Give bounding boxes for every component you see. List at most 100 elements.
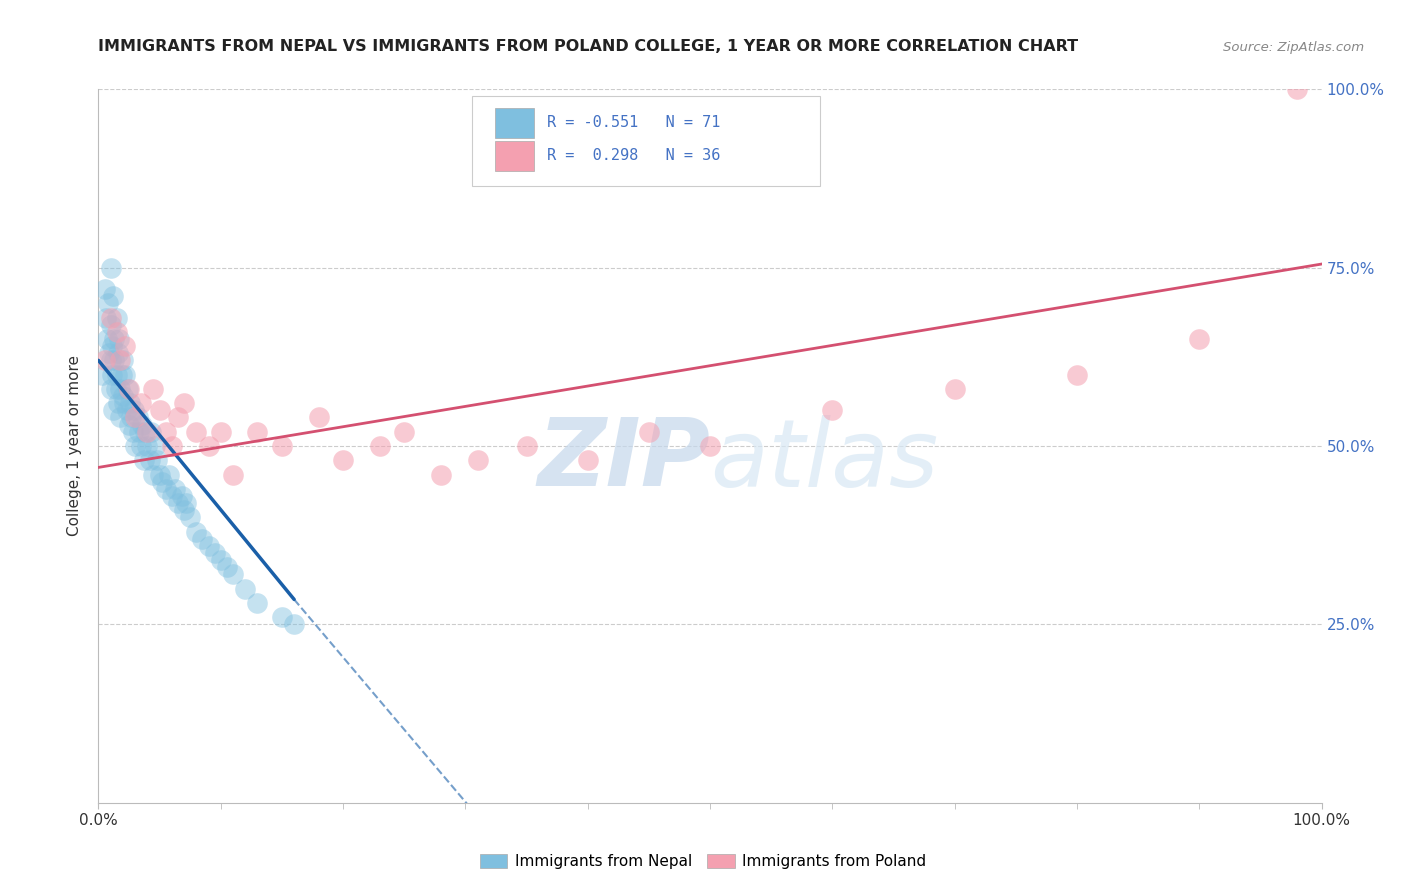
Point: [157, 467, 180, 482]
Point: [98, 346, 121, 360]
Point: [129, 439, 152, 453]
Point: [165, 482, 187, 496]
Point: [111, 353, 134, 368]
Text: R =  0.298   N = 36: R = 0.298 N = 36: [547, 148, 721, 163]
Point: [246, 596, 269, 610]
Point: [515, 439, 537, 453]
Point: [105, 310, 128, 325]
Point: [107, 396, 129, 410]
Point: [139, 453, 162, 467]
Point: [173, 503, 195, 517]
Point: [100, 310, 122, 325]
Point: [97, 296, 120, 310]
Point: [139, 425, 162, 439]
Point: [114, 368, 136, 382]
FancyBboxPatch shape: [495, 108, 534, 137]
Point: [246, 425, 269, 439]
Point: [332, 453, 354, 467]
Point: [179, 510, 201, 524]
Point: [699, 439, 721, 453]
Y-axis label: College, 1 year or more: College, 1 year or more: [67, 356, 83, 536]
Point: [117, 382, 139, 396]
Point: [209, 425, 232, 439]
Point: [120, 410, 142, 425]
Point: [110, 382, 132, 396]
Point: [155, 425, 177, 439]
Text: R = -0.551   N = 71: R = -0.551 N = 71: [547, 115, 721, 130]
FancyBboxPatch shape: [495, 141, 534, 170]
Point: [118, 417, 141, 432]
Point: [176, 496, 198, 510]
Point: [173, 396, 195, 410]
Point: [100, 318, 122, 332]
Text: Source: ZipAtlas.com: Source: ZipAtlas.com: [1223, 40, 1364, 54]
Point: [1066, 368, 1088, 382]
Point: [103, 353, 125, 368]
Point: [91, 368, 114, 382]
Point: [136, 439, 159, 453]
Point: [124, 410, 146, 425]
Point: [121, 425, 143, 439]
Point: [100, 382, 122, 396]
Point: [146, 453, 169, 467]
Point: [167, 410, 190, 425]
Point: [132, 453, 155, 467]
Point: [93, 282, 115, 296]
Point: [467, 453, 489, 467]
Point: [128, 425, 150, 439]
Point: [114, 339, 136, 353]
Point: [127, 410, 149, 425]
Point: [105, 368, 128, 382]
Point: [430, 467, 453, 482]
Point: [270, 610, 294, 624]
Point: [118, 382, 141, 396]
Point: [120, 396, 142, 410]
Point: [134, 425, 156, 439]
Point: [101, 403, 124, 417]
Point: [101, 289, 124, 303]
Point: [115, 403, 138, 417]
Point: [821, 403, 844, 417]
Point: [197, 539, 219, 553]
Point: [110, 410, 132, 425]
Legend: Immigrants from Nepal, Immigrants from Poland: Immigrants from Nepal, Immigrants from P…: [474, 848, 932, 875]
Point: [233, 582, 256, 596]
Point: [100, 353, 122, 368]
Point: [142, 382, 165, 396]
Point: [111, 368, 134, 382]
Point: [191, 532, 214, 546]
Point: [100, 260, 122, 275]
Point: [215, 560, 238, 574]
Point: [111, 389, 134, 403]
Point: [101, 339, 124, 353]
Point: [101, 368, 124, 382]
Point: [160, 439, 183, 453]
Point: [576, 453, 599, 467]
Point: [149, 467, 172, 482]
Point: [105, 325, 128, 339]
Point: [638, 425, 661, 439]
Point: [93, 353, 115, 368]
Point: [197, 439, 219, 453]
Point: [160, 489, 183, 503]
Point: [122, 403, 145, 417]
Point: [368, 439, 391, 453]
Point: [204, 546, 226, 560]
Point: [222, 467, 245, 482]
Point: [108, 332, 131, 346]
Point: [142, 467, 165, 482]
Text: atlas: atlas: [710, 415, 938, 506]
Point: [110, 353, 132, 368]
Point: [149, 403, 172, 417]
Point: [209, 553, 232, 567]
Point: [136, 425, 159, 439]
Point: [1286, 82, 1309, 96]
Point: [112, 396, 135, 410]
Text: ZIP: ZIP: [537, 414, 710, 507]
Point: [124, 439, 146, 453]
Text: IMMIGRANTS FROM NEPAL VS IMMIGRANTS FROM POLAND COLLEGE, 1 YEAR OR MORE CORRELAT: IMMIGRANTS FROM NEPAL VS IMMIGRANTS FROM…: [98, 38, 1078, 54]
Point: [186, 524, 208, 539]
Point: [103, 332, 125, 346]
Point: [167, 496, 190, 510]
Point: [96, 332, 118, 346]
